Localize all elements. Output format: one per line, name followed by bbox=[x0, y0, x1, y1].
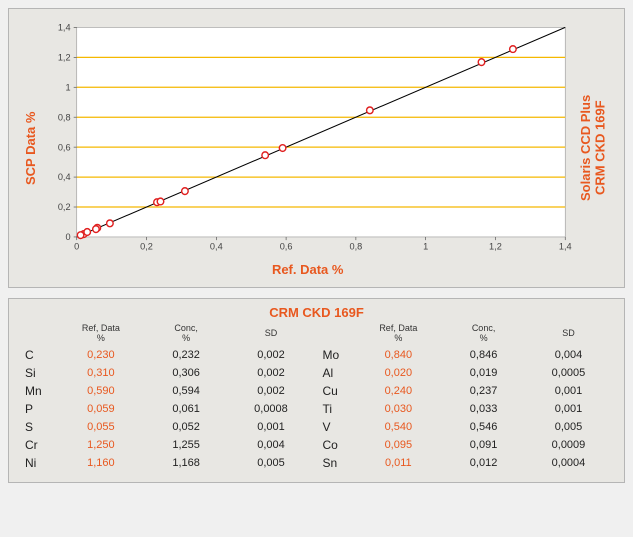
ref-cell: 0,840 bbox=[352, 346, 444, 364]
sd-cell: 0,005 bbox=[523, 418, 614, 436]
svg-text:0,8: 0,8 bbox=[349, 241, 362, 251]
sd-cell: 0,001 bbox=[523, 382, 614, 400]
table-row: Mn 0,590 0,594 0,002 Cu 0,240 0,237 0,00… bbox=[19, 382, 614, 400]
elem-cell: C bbox=[19, 346, 55, 364]
svg-text:0: 0 bbox=[74, 241, 79, 251]
chart-right-label: Solaris CCD Plus CRM CKD 169F bbox=[573, 19, 614, 277]
chart-xlabel: Ref. Data % bbox=[42, 260, 573, 277]
table-body: C 0,230 0,232 0,002 Mo 0,840 0,846 0,004… bbox=[19, 346, 614, 472]
sd-cell: 0,001 bbox=[523, 400, 614, 418]
elem-cell: Ni bbox=[19, 454, 55, 472]
conc-cell: 1,255 bbox=[147, 436, 226, 454]
elem-cell: S bbox=[19, 418, 55, 436]
svg-text:0,6: 0,6 bbox=[58, 142, 71, 152]
svg-text:0,6: 0,6 bbox=[280, 241, 293, 251]
ref-cell: 0,310 bbox=[55, 364, 147, 382]
svg-text:0,4: 0,4 bbox=[210, 241, 223, 251]
conc-cell: 0,594 bbox=[147, 382, 226, 400]
sd-cell: 0,004 bbox=[225, 436, 316, 454]
elem-cell: Co bbox=[316, 436, 352, 454]
col-conc-right: Conc,% bbox=[444, 322, 523, 346]
svg-text:0,4: 0,4 bbox=[58, 172, 71, 182]
conc-cell: 0,237 bbox=[444, 382, 523, 400]
svg-text:1,4: 1,4 bbox=[58, 22, 71, 32]
conc-cell: 1,168 bbox=[147, 454, 226, 472]
svg-text:1: 1 bbox=[423, 241, 428, 251]
sd-cell: 0,005 bbox=[225, 454, 316, 472]
elem-cell: Sn bbox=[316, 454, 352, 472]
table-row: C 0,230 0,232 0,002 Mo 0,840 0,846 0,004 bbox=[19, 346, 614, 364]
elem-cell: Cu bbox=[316, 382, 352, 400]
table-panel: CRM CKD 169F Ref, Data% Conc,% SD Ref, D… bbox=[8, 298, 625, 483]
ref-cell: 0,540 bbox=[352, 418, 444, 436]
elem-cell: Al bbox=[316, 364, 352, 382]
right-label-line1: Solaris CCD Plus bbox=[578, 95, 593, 201]
elem-cell: P bbox=[19, 400, 55, 418]
conc-cell: 0,019 bbox=[444, 364, 523, 382]
conc-cell: 0,061 bbox=[147, 400, 226, 418]
conc-cell: 0,306 bbox=[147, 364, 226, 382]
conc-cell: 0,232 bbox=[147, 346, 226, 364]
table-head: Ref, Data% Conc,% SD Ref, Data% Conc,% S… bbox=[19, 322, 614, 346]
table-row: P 0,059 0,061 0,0008 Ti 0,030 0,033 0,00… bbox=[19, 400, 614, 418]
sd-cell: 0,002 bbox=[225, 382, 316, 400]
ref-cell: 1,160 bbox=[55, 454, 147, 472]
svg-text:1,2: 1,2 bbox=[489, 241, 502, 251]
sd-cell: 0,0004 bbox=[523, 454, 614, 472]
col-sd-right: SD bbox=[523, 322, 614, 346]
table-title: CRM CKD 169F bbox=[19, 305, 614, 320]
ref-cell: 0,055 bbox=[55, 418, 147, 436]
sd-cell: 0,0005 bbox=[523, 364, 614, 382]
sd-cell: 0,002 bbox=[225, 364, 316, 382]
ref-cell: 0,030 bbox=[352, 400, 444, 418]
right-label-line2: CRM CKD 169F bbox=[593, 101, 608, 196]
ref-cell: 0,020 bbox=[352, 364, 444, 382]
sd-cell: 0,0009 bbox=[523, 436, 614, 454]
table-row: Ni 1,160 1,168 0,005 Sn 0,011 0,012 0,00… bbox=[19, 454, 614, 472]
table-row: Si 0,310 0,306 0,002 Al 0,020 0,019 0,00… bbox=[19, 364, 614, 382]
conc-cell: 0,091 bbox=[444, 436, 523, 454]
chart-ylabel: SCP Data % bbox=[19, 19, 42, 277]
conc-cell: 0,033 bbox=[444, 400, 523, 418]
chart-panel: SCP Data % 00 0,2 0,2 0,4 0,4 0,6 0,6 0,8 0,8 1 1 1… bbox=[8, 8, 625, 288]
col-conc-left: Conc,% bbox=[147, 322, 226, 346]
sd-cell: 0,0008 bbox=[225, 400, 316, 418]
sd-cell: 0,001 bbox=[225, 418, 316, 436]
ref-cell: 1,250 bbox=[55, 436, 147, 454]
col-ref-right: Ref, Data% bbox=[352, 322, 444, 346]
ref-cell: 0,059 bbox=[55, 400, 147, 418]
svg-text:0: 0 bbox=[66, 232, 71, 242]
plot-wrap: 00 0,2 0,2 0,4 0,4 0,6 0,6 0,8 0,8 1 1 1,2 1,2 1,4 1,4… bbox=[42, 19, 573, 277]
elem-cell: Ti bbox=[316, 400, 352, 418]
elem-cell: V bbox=[316, 418, 352, 436]
table-row: Cr 1,250 1,255 0,004 Co 0,095 0,091 0,00… bbox=[19, 436, 614, 454]
table-row: S 0,055 0,052 0,001 V 0,540 0,546 0,005 bbox=[19, 418, 614, 436]
conc-cell: 0,012 bbox=[444, 454, 523, 472]
scatter-plot: 00 0,2 0,2 0,4 0,4 0,6 0,6 0,8 0,8 1 1 1,2 1,2 1,4 1,4 bbox=[42, 19, 573, 260]
sd-cell: 0,002 bbox=[225, 346, 316, 364]
svg-text:1: 1 bbox=[66, 82, 71, 92]
ref-cell: 0,240 bbox=[352, 382, 444, 400]
elem-cell: Mn bbox=[19, 382, 55, 400]
elem-cell: Cr bbox=[19, 436, 55, 454]
col-sd-left: SD bbox=[225, 322, 316, 346]
ref-cell: 0,590 bbox=[55, 382, 147, 400]
elem-cell: Mo bbox=[316, 346, 352, 364]
plot-area: 00 0,2 0,2 0,4 0,4 0,6 0,6 0,8 0,8 1 1 1,2 1,2 1,4 1,4 bbox=[42, 19, 573, 260]
svg-text:1,4: 1,4 bbox=[559, 241, 572, 251]
svg-text:0,8: 0,8 bbox=[58, 112, 71, 122]
ref-cell: 0,011 bbox=[352, 454, 444, 472]
svg-text:0,2: 0,2 bbox=[58, 202, 71, 212]
ref-cell: 0,230 bbox=[55, 346, 147, 364]
ref-cell: 0,095 bbox=[352, 436, 444, 454]
col-ref-left: Ref, Data% bbox=[55, 322, 147, 346]
data-table: Ref, Data% Conc,% SD Ref, Data% Conc,% S… bbox=[19, 322, 614, 472]
svg-text:1,2: 1,2 bbox=[58, 52, 71, 62]
conc-cell: 0,846 bbox=[444, 346, 523, 364]
conc-cell: 0,546 bbox=[444, 418, 523, 436]
sd-cell: 0,004 bbox=[523, 346, 614, 364]
elem-cell: Si bbox=[19, 364, 55, 382]
svg-text:0,2: 0,2 bbox=[140, 241, 153, 251]
conc-cell: 0,052 bbox=[147, 418, 226, 436]
